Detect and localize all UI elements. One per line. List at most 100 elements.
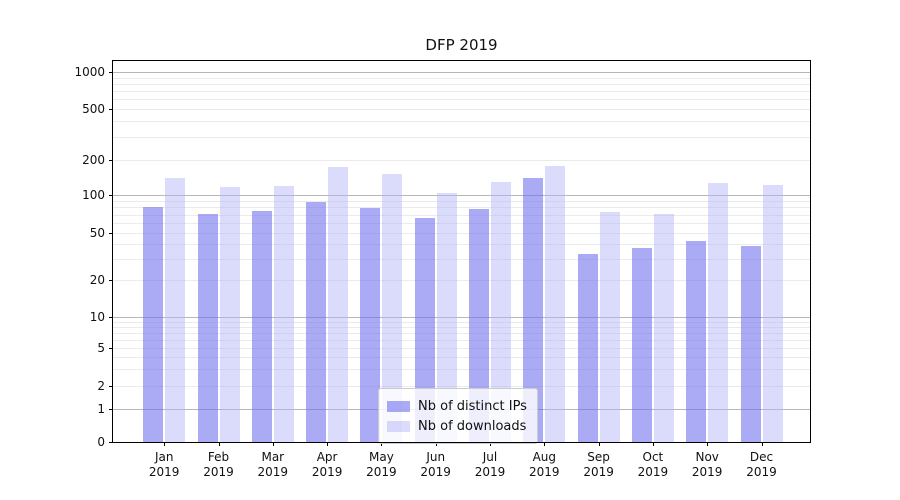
legend-item-label: Nb of downloads: [418, 418, 527, 434]
bar-downloads: [436, 192, 457, 442]
y-tick-label: 5: [97, 340, 105, 355]
y-tick-mark: [109, 386, 113, 388]
bar-distinct-ips: [197, 213, 218, 442]
gridline-minor: [113, 137, 810, 139]
x-tick-month: Sep: [587, 450, 610, 464]
y-tick-label: 1: [97, 402, 105, 416]
y-tick-label: 200: [82, 153, 105, 168]
x-tick-mark: [652, 442, 654, 446]
legend-swatch-downloads: [387, 420, 410, 432]
x-tick-year: 2019: [691, 465, 723, 479]
bar-distinct-ips: [469, 208, 489, 442]
x-tick-year: 2019: [257, 465, 289, 479]
gridline-minor: [113, 357, 810, 359]
x-tick-year: 2019: [474, 465, 506, 479]
y-tick-label: 1000: [74, 65, 105, 79]
gridline-minor: [113, 98, 810, 100]
legend-item-label: Nb of distinct IPs: [418, 398, 527, 414]
legend-item: Nb of distinct IPs: [387, 396, 527, 416]
gridline-minor: [113, 160, 810, 162]
x-tick-month: Jan: [154, 450, 174, 464]
gridline-minor: [113, 332, 810, 334]
bar-downloads: [165, 177, 186, 442]
x-tick-month: May: [368, 450, 394, 464]
x-tick-mark: [598, 442, 600, 446]
x-tick-mark: [761, 442, 763, 446]
bar-downloads: [599, 212, 620, 442]
gridline-minor: [113, 108, 810, 110]
gridline-major: [113, 72, 810, 73]
gridline-minor: [113, 386, 810, 388]
x-tick-label: Mar 2019: [238, 450, 308, 480]
x-tick-label: Sep 2019: [564, 450, 634, 480]
y-tick-label: 20: [89, 273, 105, 288]
gridline-minor: [113, 207, 810, 209]
x-tick-month: Apr: [316, 450, 338, 464]
bar-distinct-ips: [143, 207, 164, 442]
x-tick-mark: [327, 442, 329, 446]
x-tick-month: Nov: [695, 450, 719, 464]
x-tick-label: Feb 2019: [184, 450, 254, 480]
gridline-minor: [113, 347, 810, 349]
x-tick-year: 2019: [637, 465, 669, 479]
x-tick-label: Jul 2019: [455, 450, 525, 480]
bar-downloads: [708, 182, 729, 442]
y-axis: 1000 500 200 100 50 20 10 5 2 1 0: [0, 61, 113, 448]
x-tick-year: 2019: [420, 465, 451, 479]
gridline-minor: [113, 244, 810, 246]
x-tick-label: May 2019: [346, 450, 416, 480]
x-tick-year: 2019: [366, 465, 397, 479]
x-tick-month: Aug: [532, 450, 557, 464]
bar-distinct-ips: [523, 177, 544, 442]
x-tick-year: 2019: [311, 465, 343, 479]
bar-downloads: [219, 187, 240, 442]
bar-downloads: [273, 186, 294, 442]
x-tick-mark: [544, 442, 546, 446]
x-tick-year: 2019: [203, 465, 234, 479]
bar-downloads: [762, 184, 783, 442]
legend: Nb of distinct IPs Nb of downloads: [378, 388, 538, 444]
x-tick-mark: [707, 442, 709, 446]
bar-downloads: [491, 181, 511, 442]
x-tick-mark: [164, 442, 166, 446]
x-tick-month: Jul: [482, 450, 498, 464]
legend-item: Nb of downloads: [387, 416, 527, 436]
y-tick-mark: [109, 195, 113, 197]
gridline-minor: [113, 223, 810, 224]
gridline-major: [113, 316, 810, 318]
x-tick-mark: [435, 442, 437, 446]
x-tick-year: 2019: [746, 465, 777, 479]
gridline-minor: [113, 259, 810, 261]
y-tick-mark: [109, 442, 113, 443]
x-tick-label: Dec 2019: [727, 450, 797, 480]
y-tick-mark: [109, 108, 113, 110]
gridline-major: [113, 195, 810, 197]
y-tick-mark: [109, 160, 113, 162]
gridline-minor: [113, 321, 810, 323]
gridline-minor: [113, 280, 810, 282]
bars-layer: [113, 61, 810, 442]
bar-downloads: [545, 165, 566, 442]
bar-distinct-ips: [740, 245, 761, 442]
x-tick-label: Apr 2019: [292, 450, 362, 480]
x-tick-month: Dec: [749, 450, 774, 464]
legend-swatch-distinct-ips: [387, 400, 410, 412]
gridline-minor: [113, 232, 810, 234]
y-tick-mark: [109, 409, 113, 410]
bar-distinct-ips: [414, 217, 435, 442]
x-tick-mark: [272, 442, 274, 446]
y-tick-mark: [109, 316, 113, 318]
x-tick-mark: [218, 442, 220, 446]
y-tick-mark: [109, 72, 113, 73]
x-tick-label: Aug 2019: [509, 450, 579, 480]
bar-downloads: [653, 213, 674, 442]
bar-distinct-ips: [577, 254, 598, 442]
x-tick-label: Jan 2019: [129, 450, 199, 480]
x-tick-mark: [381, 442, 383, 446]
x-tick-label: Oct 2019: [618, 450, 688, 480]
y-tick-mark: [109, 232, 113, 234]
gridline-minor: [113, 83, 810, 85]
bar-downloads: [328, 166, 349, 442]
gridline-minor: [113, 214, 810, 216]
